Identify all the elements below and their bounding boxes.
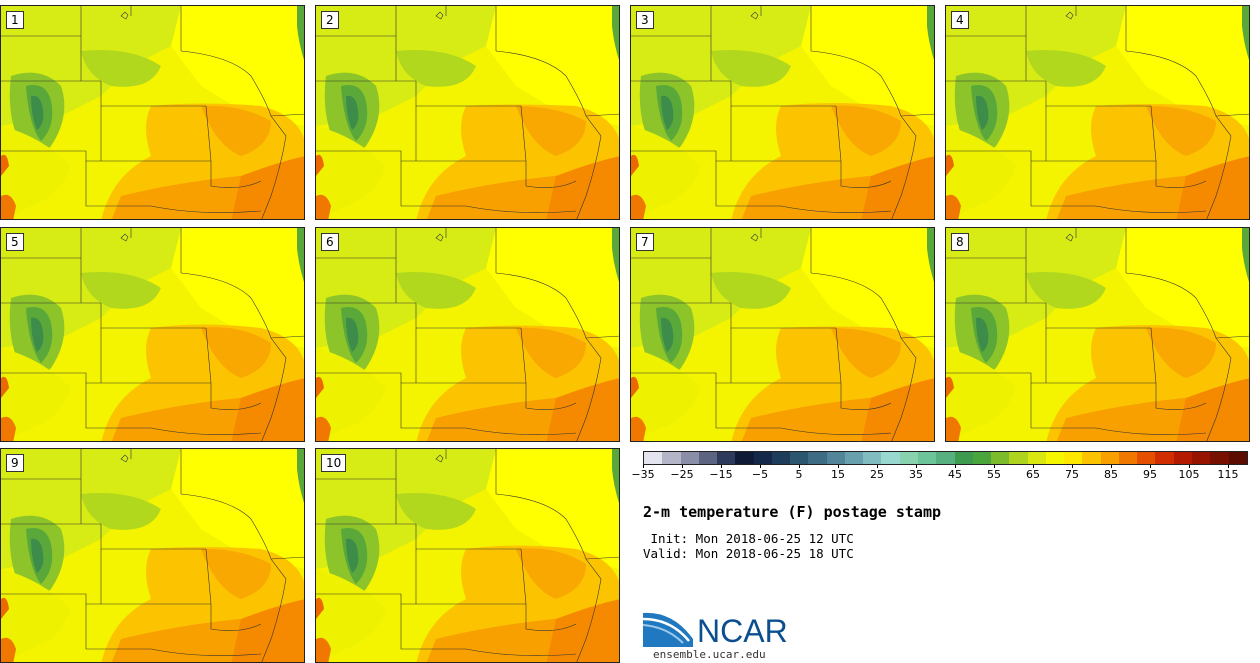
postage-stamp-panel: 6	[315, 227, 620, 442]
colorbar-swatch	[881, 452, 900, 464]
ncar-logo-icon	[643, 612, 693, 647]
member-label: 4	[951, 11, 969, 29]
colorbar-tick-label: 45	[948, 468, 962, 481]
colorbar-tick-label: 25	[870, 468, 884, 481]
colorbar-swatch	[1118, 452, 1138, 464]
colorbar-swatch	[991, 452, 1010, 464]
colorbar-tick-label: 95	[1143, 468, 1157, 481]
postage-stamp-panel: 10	[315, 448, 620, 663]
colorbar-tick-mark	[760, 465, 761, 468]
colorbar-tick-mark	[1111, 465, 1112, 468]
colorbar-tick-mark	[994, 465, 995, 468]
colorbar-tick-mark	[955, 465, 956, 468]
init-time: Init: Mon 2018-06-25 12 UTC	[643, 531, 854, 546]
website-url: ensemble.ucar.edu	[653, 648, 766, 661]
colorbar-swatch	[1045, 452, 1065, 464]
colorbar-swatch	[1027, 452, 1046, 464]
colorbar-swatch	[790, 452, 809, 464]
colorbar-tick-label: −5	[751, 468, 769, 481]
colorbar-tick-label: 55	[987, 468, 1001, 481]
colorbar-tick-label: 105	[1178, 468, 1200, 481]
colorbar-swatch	[1009, 452, 1028, 464]
member-label: 2	[321, 11, 339, 29]
colorbar-swatch	[936, 452, 955, 464]
colorbar-tick-mark	[643, 465, 644, 468]
colorbar-tick-label: 15	[831, 468, 845, 481]
postage-stamp-panel: 5	[0, 227, 305, 442]
colorbar-tick-mark	[916, 465, 917, 468]
colorbar-tick-label: −15	[709, 468, 733, 481]
colorbar-swatch	[844, 452, 864, 464]
colorbar-swatch	[826, 452, 845, 464]
colorbar-swatch	[1082, 452, 1101, 464]
colorbar-swatch	[1173, 452, 1192, 464]
colorbar-swatch	[1191, 452, 1211, 464]
postage-stamp-panel: 4	[945, 5, 1250, 220]
member-label: 9	[6, 454, 24, 472]
colorbar-tick-label: 35	[909, 468, 923, 481]
colorbar-swatch	[698, 452, 718, 464]
colorbar-swatch	[808, 452, 827, 464]
colorbar-tick-mark	[682, 465, 683, 468]
colorbar-tick-mark	[1072, 465, 1073, 468]
plot-title: 2-m temperature (F) postage stamp	[643, 503, 942, 521]
postage-stamp-panel: 2	[315, 5, 620, 220]
postage-stamp-panel: 7	[630, 227, 935, 442]
colorbar-tick-mark	[799, 465, 800, 468]
colorbar-tick-mark	[1150, 465, 1151, 468]
colorbar-swatch	[680, 452, 699, 464]
colorbar-swatch	[1210, 452, 1229, 464]
colorbar-swatch	[735, 452, 754, 464]
colorbar-swatch	[662, 452, 681, 464]
ncar-logo-text: NCAR	[697, 613, 788, 649]
colorbar-swatch	[972, 452, 992, 464]
colorbar-swatch	[771, 452, 791, 464]
colorbar-ticks: −35 −25 −15 −5 5 15 25 35 45 55 65 75 85 95 105 115	[631, 465, 1248, 484]
colorbar-swatch	[954, 452, 973, 464]
member-label: 1	[6, 11, 24, 29]
colorbar-tick-mark	[877, 465, 878, 468]
colorbar-tick-label: −35	[631, 468, 655, 481]
colorbar-tick-label: 75	[1065, 468, 1079, 481]
colorbar-tick-label: 85	[1104, 468, 1118, 481]
temperature-colorbar	[643, 451, 1248, 465]
member-label: 3	[636, 11, 654, 29]
postage-stamp-panel: 8	[945, 227, 1250, 442]
member-label: 5	[6, 233, 24, 251]
colorbar-swatch	[753, 452, 772, 464]
colorbar-tick-mark	[1228, 465, 1229, 468]
member-label: 6	[321, 233, 339, 251]
colorbar-swatch	[863, 452, 882, 464]
member-label: 7	[636, 233, 654, 251]
colorbar-swatch	[899, 452, 918, 464]
colorbar-tick-mark	[838, 465, 839, 468]
colorbar-tick-label: 5	[795, 468, 803, 481]
colorbar-tick-mark	[1189, 465, 1190, 468]
valid-time: Valid: Mon 2018-06-25 18 UTC	[643, 546, 854, 561]
colorbar-swatch	[1064, 452, 1083, 464]
colorbar-swatch	[1100, 452, 1119, 464]
colorbar-tick-label: 65	[1026, 468, 1040, 481]
member-label: 10	[321, 454, 347, 472]
member-label: 8	[951, 233, 969, 251]
colorbar-swatch	[917, 452, 937, 464]
colorbar-tick-mark	[1033, 465, 1034, 468]
colorbar-swatch	[1137, 452, 1156, 464]
colorbar-tick-label: −25	[670, 468, 694, 481]
colorbar-swatch	[717, 452, 736, 464]
postage-stamp-panel: 3	[630, 5, 935, 220]
colorbar-tick-label: 115	[1217, 468, 1239, 481]
colorbar-tick-mark	[721, 465, 722, 468]
colorbar-swatch	[1228, 452, 1247, 464]
postage-stamp-panel: 9	[0, 448, 305, 663]
postage-stamp-panel: 1	[0, 5, 305, 220]
colorbar-swatch	[644, 452, 663, 464]
colorbar-swatch	[1155, 452, 1174, 464]
